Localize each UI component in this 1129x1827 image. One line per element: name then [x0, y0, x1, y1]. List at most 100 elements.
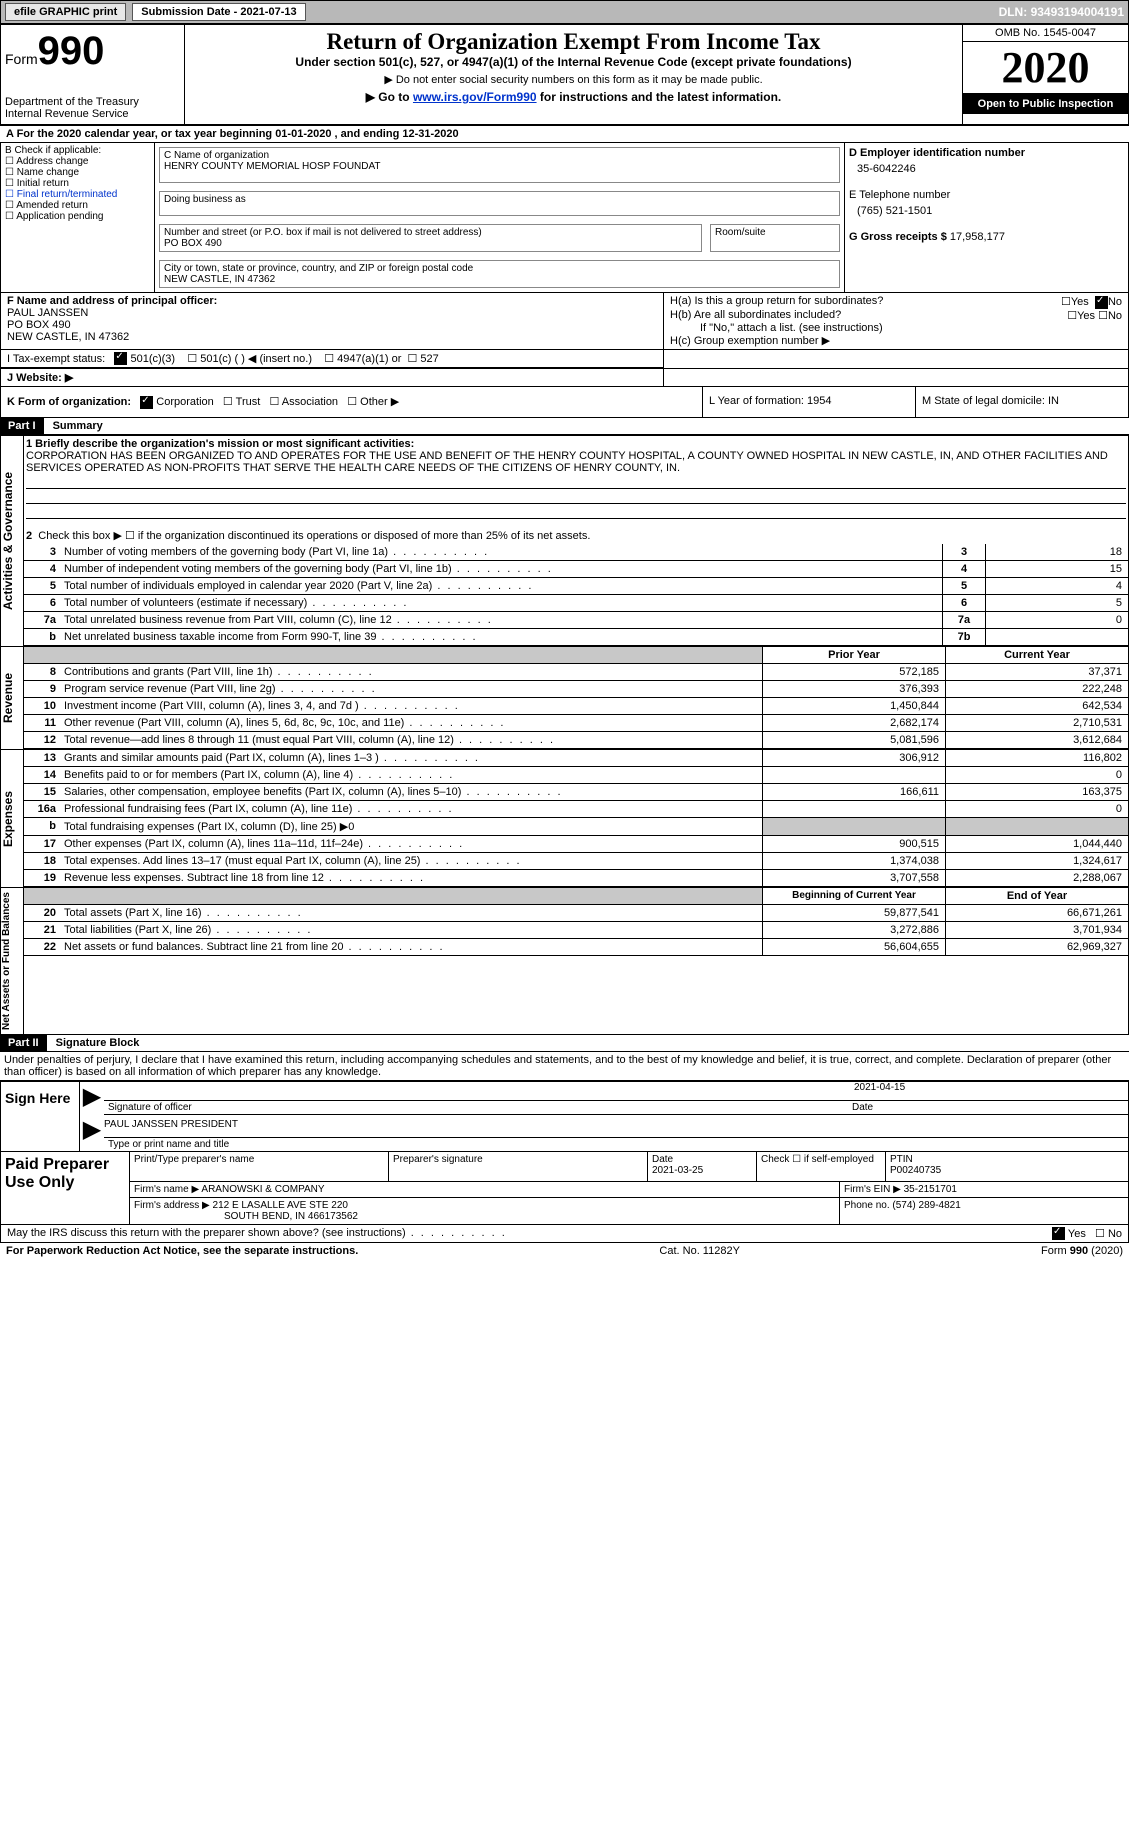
opt-name: Name change: [17, 167, 79, 178]
form-label: Form: [5, 51, 38, 67]
expense-row: 17 Other expenses (Part IX, column (A), …: [24, 836, 1128, 853]
chk-501c3[interactable]: [114, 352, 127, 365]
chk-address[interactable]: ☐ Address change: [5, 156, 150, 167]
chk-final[interactable]: ☐ Final return/terminated: [5, 189, 150, 200]
expense-row: 14 Benefits paid to or for members (Part…: [24, 767, 1128, 784]
ein-lbl: D Employer identification number: [849, 147, 1025, 159]
row-box: 7b: [942, 629, 985, 645]
box-b: B Check if applicable: ☐ Address change …: [1, 143, 155, 292]
row-num: 18: [24, 853, 60, 869]
curr-val: 1,044,440: [945, 836, 1128, 852]
row-text: Number of independent voting members of …: [60, 561, 942, 577]
firm-city: SOUTH BEND, IN 466173562: [134, 1211, 358, 1222]
row-val: 18: [985, 544, 1128, 560]
firm-phone-lbl: Phone no.: [844, 1200, 890, 1211]
prior-val: 1,450,844: [762, 698, 945, 714]
prior-val: 59,877,541: [762, 905, 945, 921]
curr-val: 163,375: [945, 784, 1128, 800]
header-boxes: B Check if applicable: ☐ Address change …: [0, 142, 1129, 293]
prior-val: [762, 767, 945, 783]
other: Other ▶: [360, 396, 399, 408]
paid-row-2: Firm's name ▶ ARANOWSKI & COMPANY Firm's…: [130, 1182, 1128, 1198]
row-num: 16a: [24, 801, 60, 817]
summary-row: 4 Number of independent voting members o…: [24, 561, 1128, 578]
hb-answers: ☐Yes ☐No: [1067, 309, 1122, 322]
officer-lbl: F Name and address of principal officer:: [7, 295, 217, 307]
501c3: 501(c)(3): [130, 353, 175, 365]
l2-text: Check this box ▶ ☐ if the organization d…: [38, 530, 590, 542]
net-body: Beginning of Current Year End of Year 20…: [24, 888, 1128, 1034]
gross-lbl: G Gross receipts $: [849, 231, 950, 243]
goto-pre: ▶ Go to: [366, 90, 413, 104]
ptin-val: P00240735: [890, 1165, 1124, 1176]
prior-val: 2,682,174: [762, 715, 945, 731]
sig-name: PAUL JANSSEN PRESIDENT: [104, 1115, 1128, 1138]
row-num: b: [24, 629, 60, 645]
row-text: Total fundraising expenses (Part IX, col…: [60, 818, 762, 835]
discuss-yes-check[interactable]: [1052, 1227, 1065, 1240]
officer-addr2: NEW CASTLE, IN 47362: [7, 331, 657, 343]
row-num: 8: [24, 664, 60, 680]
subtitle-3: ▶ Go to www.irs.gov/Form990 for instruct…: [189, 90, 958, 104]
prior-val: 3,272,886: [762, 922, 945, 938]
row-num: 17: [24, 836, 60, 852]
row-text: Net assets or fund balances. Subtract li…: [60, 939, 762, 955]
box-de: D Employer identification number 35-6042…: [844, 143, 1128, 292]
row-text: Revenue less expenses. Subtract line 18 …: [60, 870, 762, 886]
curr-val: 1,324,617: [945, 853, 1128, 869]
return-title: Return of Organization Exempt From Incom…: [189, 29, 958, 55]
row-text: Investment income (Part VIII, column (A)…: [60, 698, 762, 714]
prep-date-lbl: Date: [652, 1154, 752, 1165]
discuss-no: No: [1108, 1228, 1122, 1240]
curr-val: 2,288,067: [945, 870, 1128, 886]
dln-label: DLN:: [999, 5, 1031, 19]
net-hdr-text: [60, 888, 762, 904]
box-j-right: [664, 369, 1128, 386]
part1-hdr: Part I: [0, 418, 44, 434]
row-box: 6: [942, 595, 985, 611]
prep-sig-lbl: Preparer's signature: [393, 1154, 643, 1165]
curr-val: 3,612,684: [945, 732, 1128, 748]
row-text: Professional fundraising fees (Part IX, …: [60, 801, 762, 817]
discuss-text: May the IRS discuss this return with the…: [7, 1227, 507, 1241]
chk-name[interactable]: ☐ Name change: [5, 167, 150, 178]
row-num: 10: [24, 698, 60, 714]
net-table: Net Assets or Fund Balances Beginning of…: [0, 888, 1129, 1035]
summary-row: 5 Total number of individuals employed i…: [24, 578, 1128, 595]
sig-date: 2021-04-15: [848, 1082, 1128, 1101]
row-val: 4: [985, 578, 1128, 594]
summary-row: 3 Number of voting members of the govern…: [24, 544, 1128, 561]
part2-title: Signature Block: [50, 1037, 140, 1049]
l1-lbl: 1 Briefly describe the organization's mi…: [26, 438, 414, 450]
curr-val: 0: [945, 767, 1128, 783]
org-name-box: C Name of organization HENRY COUNTY MEMO…: [159, 147, 840, 183]
self-employed: Check ☐ if self-employed: [757, 1152, 886, 1181]
part1-hdr-row: Part I Summary: [0, 418, 1129, 435]
officer-addr1: PO BOX 490: [7, 319, 657, 331]
addr-val: PO BOX 490: [164, 238, 697, 249]
irs-link[interactable]: www.irs.gov/Form990: [413, 90, 537, 104]
chk-pending[interactable]: ☐ Application pending: [5, 211, 150, 222]
row-num: 11: [24, 715, 60, 731]
row-num: 7a: [24, 612, 60, 628]
ha-yes: Yes: [1071, 296, 1089, 308]
room-box: Room/suite: [710, 224, 840, 252]
ein-val: 35-6042246: [849, 159, 1124, 189]
ha-no-check[interactable]: [1095, 296, 1108, 309]
opt-initial: Initial return: [17, 178, 69, 189]
footer-mid: Cat. No. 11282Y: [659, 1245, 740, 1257]
efile-button[interactable]: efile GRAPHIC print: [5, 3, 126, 21]
chk-corp[interactable]: [140, 396, 153, 409]
sub-date: 2021-07-13: [240, 6, 296, 18]
city-val: NEW CASTLE, IN 47362: [164, 274, 835, 285]
declaration: Under penalties of perjury, I declare th…: [0, 1052, 1129, 1081]
line-a-text: A For the 2020 calendar year, or tax yea…: [6, 128, 459, 140]
ptin-lbl: PTIN: [890, 1154, 1124, 1165]
row-num: b: [24, 818, 60, 835]
chk-amended[interactable]: ☐ Amended return: [5, 200, 150, 211]
subtitle-1: Under section 501(c), 527, or 4947(a)(1)…: [189, 55, 958, 69]
curr-val: 222,248: [945, 681, 1128, 697]
box-c: C Name of organization HENRY COUNTY MEMO…: [155, 143, 844, 292]
sig-officer-lbl: Signature of officer: [104, 1101, 848, 1115]
chk-initial[interactable]: ☐ Initial return: [5, 178, 150, 189]
